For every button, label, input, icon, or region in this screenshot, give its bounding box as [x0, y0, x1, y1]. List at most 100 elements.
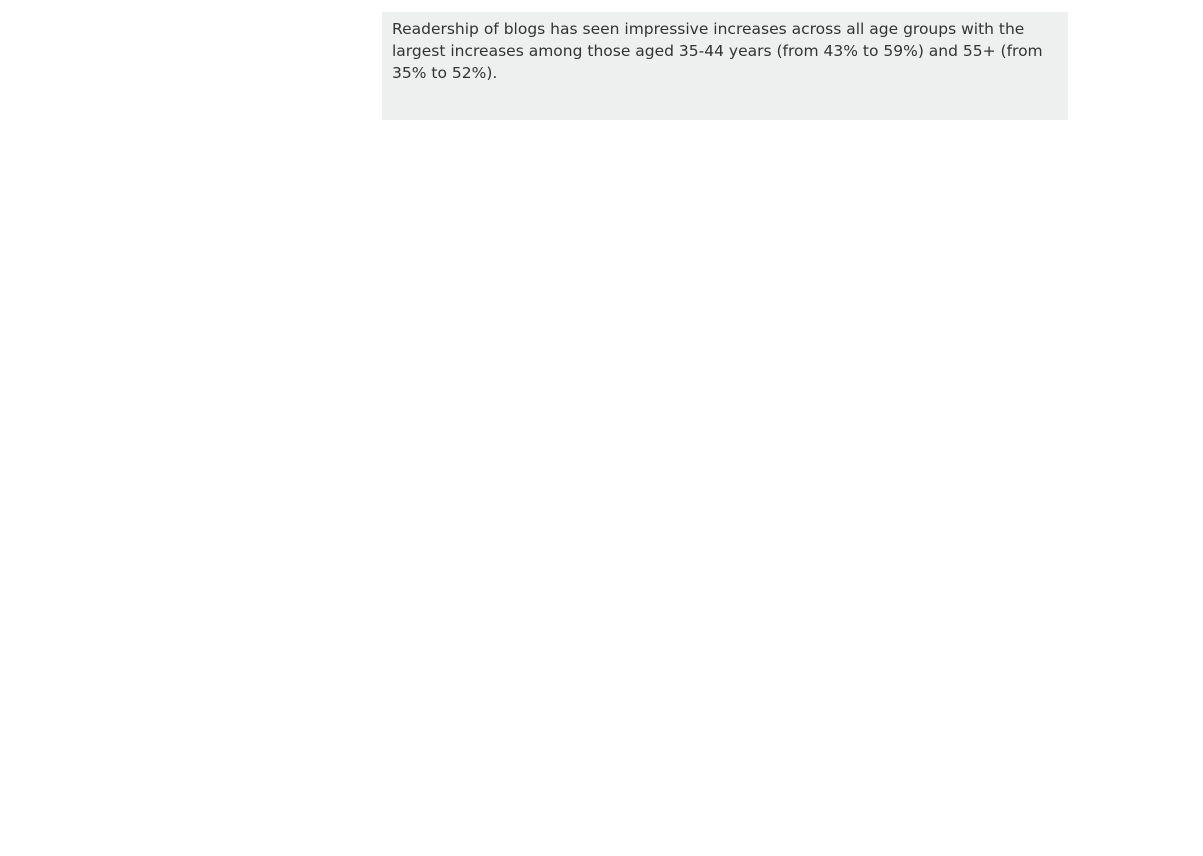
legend-swatch: [490, 232, 584, 260]
bubble-label: 68: [863, 488, 933, 547]
bubble-label: 12: [602, 596, 623, 614]
bubble: [183, 496, 223, 536]
bubble: [279, 782, 301, 804]
bubble-label: 59: [867, 580, 929, 631]
bubble: [855, 561, 941, 647]
legend-swatch: [152, 232, 246, 260]
bubble-label: 34: [592, 408, 632, 442]
annotation: Readership of blogs has seen impressive …: [382, 12, 1068, 120]
bubble: [944, 475, 1026, 557]
bubble-label: 80: [858, 294, 938, 362]
decor-dot: [849, 824, 873, 848]
bubble-label: 5: [608, 788, 615, 800]
bubble-label: 26: [186, 411, 219, 439]
decor-dot: [902, 824, 926, 848]
bubble: [949, 662, 1021, 734]
bubble-label: 11: [508, 597, 528, 613]
decor-dot: [796, 824, 820, 848]
legend-label: 2008: [882, 237, 927, 256]
bubble: [189, 590, 217, 618]
bubble: [275, 683, 305, 713]
row-label: 45-54: [48, 686, 105, 711]
bubble-label: 11: [193, 597, 213, 613]
bubble: [597, 589, 627, 619]
bubble: [260, 394, 320, 454]
bubble-label: 57: [868, 674, 928, 724]
legend-swatch: [951, 232, 1033, 260]
bubble-label: 20: [276, 505, 304, 529]
decor-dot: [743, 824, 767, 848]
bubble-label: 11: [602, 691, 622, 707]
legend-label: 2007: [970, 237, 1015, 256]
legend-label: 2007: [603, 237, 648, 256]
legend-label: 2007: [265, 237, 310, 256]
bubble: [593, 497, 631, 535]
bubble-label: 20: [598, 505, 626, 529]
bubble-label: 13: [279, 596, 301, 614]
logo: nielsen: [40, 820, 102, 845]
legend-swatch: [857, 232, 951, 260]
bubble-label: 9: [198, 787, 207, 802]
bubble: [957, 765, 1013, 821]
panel-header: Updating: [507, 182, 652, 215]
row-label: 18-24: [48, 412, 105, 437]
bubble: [850, 468, 946, 564]
bubble-label: 21: [189, 505, 218, 529]
row-label: 35-44: [48, 592, 105, 617]
bubble: [602, 783, 622, 803]
legend-label: 2008: [177, 237, 222, 256]
bubble: [856, 656, 940, 740]
bubble-label: 47: [959, 678, 1010, 721]
logo-badge-bg: [130, 831, 152, 853]
decor-dot: [1167, 824, 1191, 848]
bubble: [190, 685, 216, 711]
bubble-label: 74: [860, 394, 935, 457]
row-label: 25-34: [48, 504, 105, 529]
bubble-label: 21: [504, 505, 533, 529]
bubble: [505, 780, 531, 806]
bubble: [494, 303, 542, 351]
bubble-label: 10: [509, 691, 528, 707]
panel-header-box: [487, 166, 672, 228]
bubble: [584, 396, 640, 452]
bubble-label: 43: [961, 585, 1009, 625]
bubble: [498, 496, 538, 536]
source-main: Nielsen Online Consumer Generated Media …: [154, 838, 474, 852]
bubble: [179, 303, 227, 351]
bubble-label: 52: [870, 771, 926, 817]
bubble-label: 6: [286, 788, 294, 801]
bubble-label: 10: [194, 691, 213, 707]
bubble: [846, 372, 950, 476]
bubble-label: 65: [951, 397, 1018, 453]
bubble: [504, 590, 532, 618]
legend-swatch: [584, 232, 666, 260]
bubble: [598, 684, 626, 712]
decor-dot: [1114, 824, 1138, 848]
row-label: 55+: [48, 781, 85, 806]
bubble: [952, 571, 1018, 637]
bubble-label: 56: [955, 492, 1014, 542]
panel-header: Reading: [881, 182, 1010, 215]
panel-header-box: [149, 166, 334, 228]
bubble: [271, 497, 309, 535]
bubble: [939, 378, 1031, 470]
bubble-label: 13: [279, 690, 301, 708]
panel-header-box: [854, 166, 1039, 228]
bubble-label: 38: [268, 407, 312, 443]
bubble: [180, 401, 226, 447]
source-italic: Separating hype from reality: [478, 838, 629, 852]
bubble-label: 27: [501, 314, 535, 343]
bubble-label: 35: [965, 777, 1006, 811]
decor-dot: [1061, 824, 1085, 848]
decor-dot: [955, 824, 979, 848]
bubble: [505, 685, 531, 711]
bubble: [859, 754, 937, 832]
chart-title: Blog activity...: [96, 94, 275, 119]
logo-badge: online: [130, 838, 151, 846]
row-label: 14-17: [48, 315, 104, 340]
bubble: [843, 272, 953, 382]
panel-header: Creation: [174, 182, 308, 215]
bubble: [190, 780, 216, 806]
